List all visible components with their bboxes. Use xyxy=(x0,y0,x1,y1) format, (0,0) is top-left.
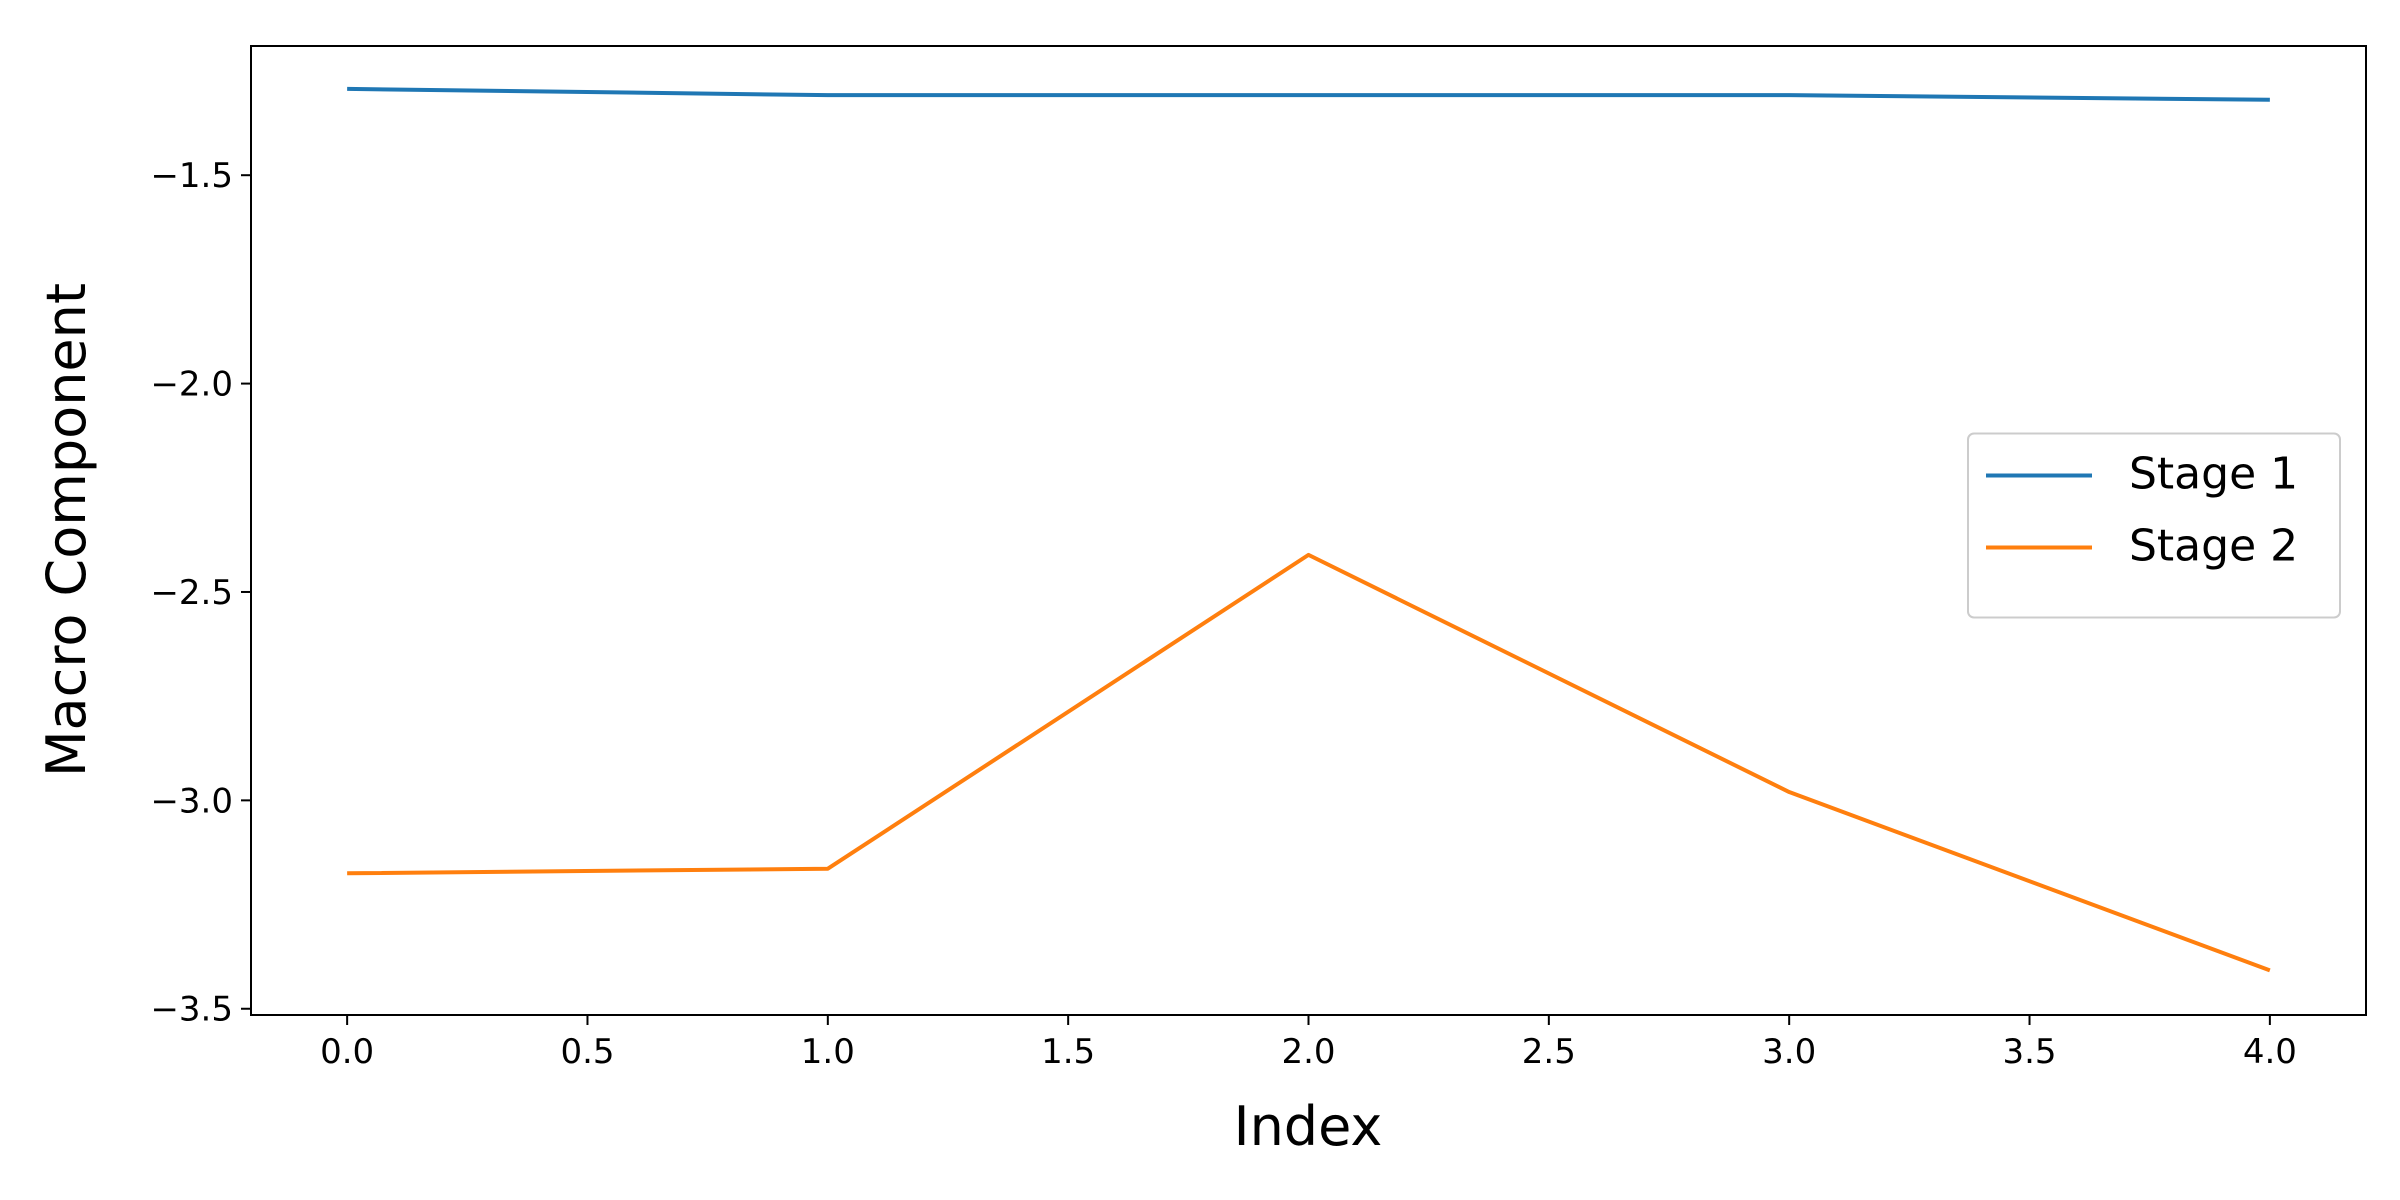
legend: Stage 1 Stage 2 xyxy=(1967,432,2341,619)
x-tick-label: 0.5 xyxy=(560,1032,614,1072)
x-tick-label: 2.0 xyxy=(1281,1032,1335,1072)
y-tick-label: −2.5 xyxy=(150,573,233,613)
legend-box xyxy=(1967,432,2341,619)
y-tick-label: −2.0 xyxy=(150,365,233,405)
x-tick-label: 3.0 xyxy=(1762,1032,1816,1072)
x-tick-label: 0.0 xyxy=(320,1032,374,1072)
x-tick-label: 1.0 xyxy=(801,1032,855,1072)
legend-label: Stage 2 xyxy=(2129,521,2298,572)
x-tick-label: 3.5 xyxy=(2002,1032,2056,1072)
legend-label: Stage 1 xyxy=(2129,449,2298,500)
series-line xyxy=(347,86,2270,102)
y-axis-label: Macro Component xyxy=(35,283,98,777)
y-tick-label: −3.0 xyxy=(150,781,233,821)
y-tick-label: −3.5 xyxy=(150,990,233,1030)
x-axis-label: Index xyxy=(1234,1095,1383,1158)
x-tick-label: 2.5 xyxy=(1522,1032,1576,1072)
series-line xyxy=(347,552,2271,973)
x-tick-label: 1.5 xyxy=(1041,1032,1095,1072)
x-tick-label: 4.0 xyxy=(2243,1032,2297,1072)
y-tick-label: −1.5 xyxy=(150,156,233,196)
